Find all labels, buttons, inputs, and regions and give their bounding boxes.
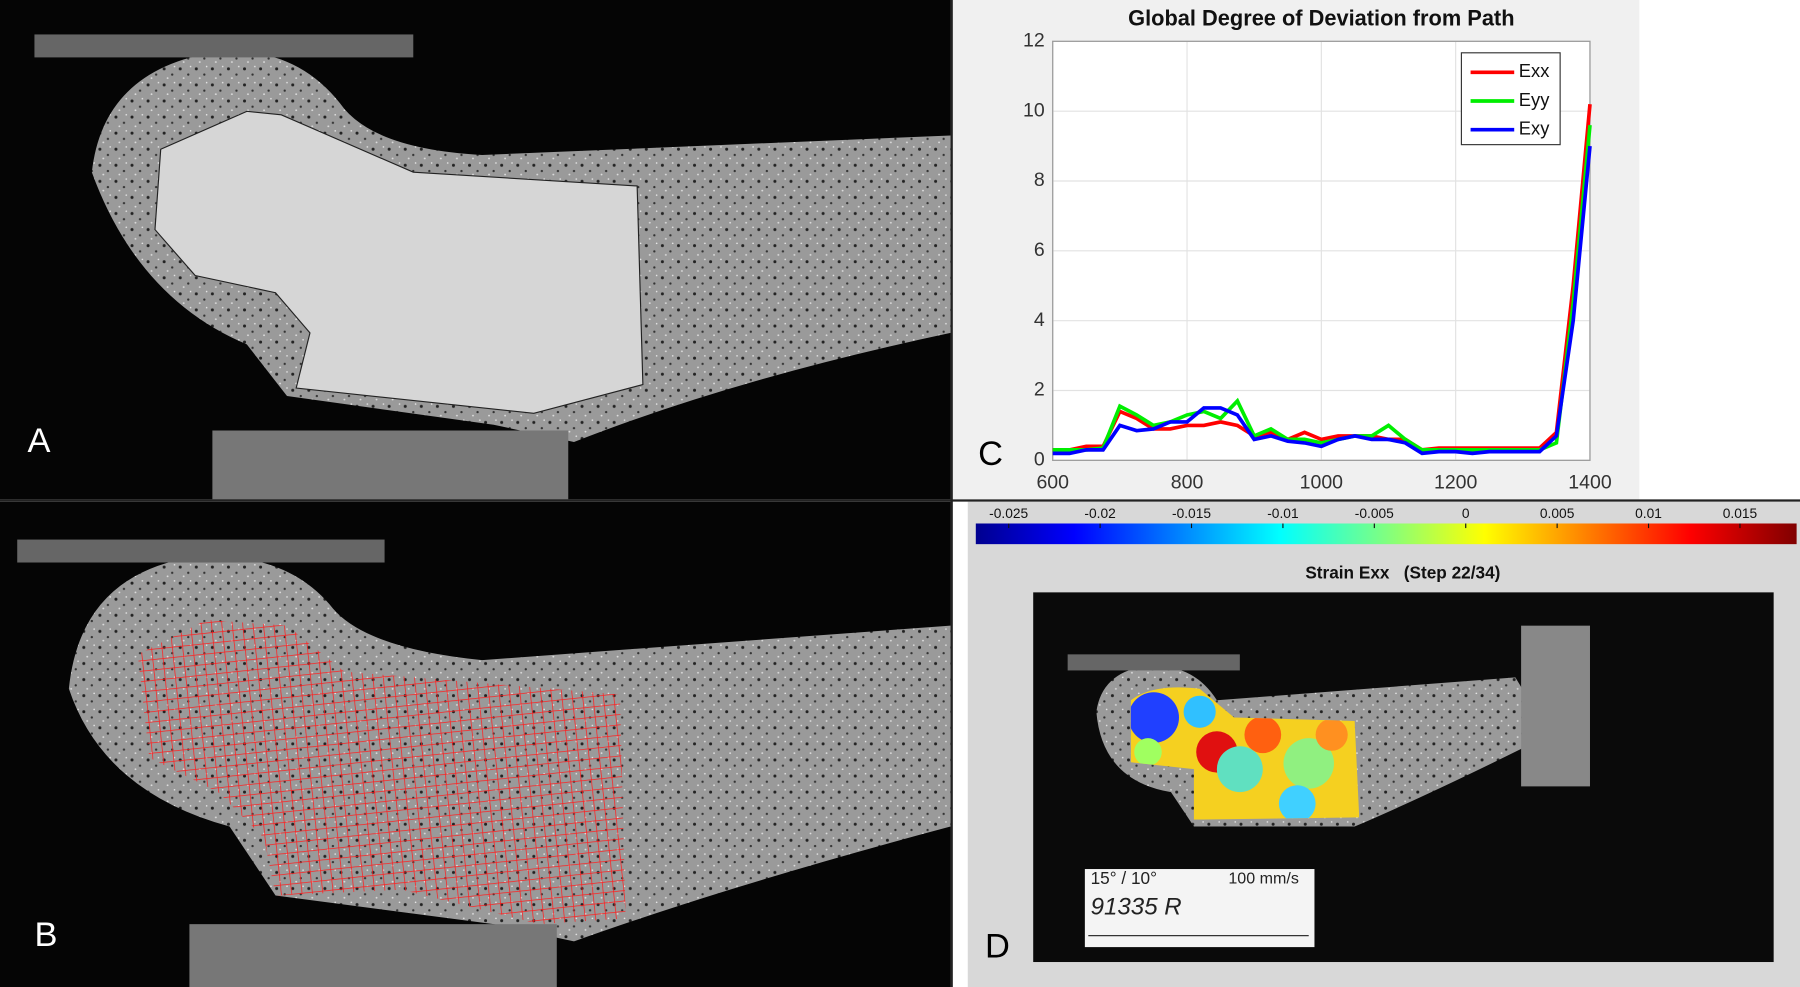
colorbar-tick-label: 0.01 xyxy=(1635,506,1662,521)
chart-title: Global Degree of Deviation from Path xyxy=(1128,5,1514,30)
y-tick-label: 2 xyxy=(1034,379,1045,401)
colorbar-tick-label: 0 xyxy=(1462,506,1470,521)
panel-label: D xyxy=(985,927,1010,965)
panel-label: A xyxy=(28,422,51,460)
colorbar-tick-label: 0.015 xyxy=(1723,506,1758,521)
specimen-angle: 15° / 10° xyxy=(1091,868,1157,888)
colorbar-tick-label: 0.005 xyxy=(1540,506,1575,521)
colorbar-tick-label: -0.005 xyxy=(1355,506,1394,521)
fixture xyxy=(17,539,385,563)
fixture xyxy=(1067,654,1240,671)
colorbar xyxy=(975,523,1797,545)
specimen-speed: 100 mm/s xyxy=(1228,870,1299,888)
fixture xyxy=(189,924,557,987)
y-tick-label: 12 xyxy=(1023,29,1045,51)
y-tick-label: 8 xyxy=(1034,169,1045,191)
legend-label: Exx xyxy=(1519,60,1550,81)
series-line xyxy=(1052,145,1592,456)
fixture xyxy=(1521,625,1590,787)
y-tick-label: 4 xyxy=(1034,309,1045,331)
y-tick-label: 10 xyxy=(1023,99,1045,121)
x-tick-label: 1400 xyxy=(1568,471,1612,493)
specimen-id: 91335 R xyxy=(1091,893,1182,920)
fixture xyxy=(212,430,569,500)
legend-label: Exy xyxy=(1519,118,1550,139)
x-tick-label: 1000 xyxy=(1300,471,1344,493)
colorbar-tick-label: -0.015 xyxy=(1172,506,1211,521)
specimen-label-card xyxy=(1084,869,1315,948)
x-tick-label: 600 xyxy=(1036,471,1069,493)
colorbar-tick-label: -0.025 xyxy=(989,506,1028,521)
legend-label: Eyy xyxy=(1519,89,1550,110)
axes-box xyxy=(1052,40,1591,461)
y-tick-label: 6 xyxy=(1034,239,1045,261)
colorbar-tick-label: -0.01 xyxy=(1267,506,1298,521)
map-title: Strain Exx (Step 22/34) xyxy=(1305,563,1500,583)
panel-label: B xyxy=(34,916,57,954)
y-tick-label: 0 xyxy=(1034,449,1045,471)
colorbar-tick-label: -0.02 xyxy=(1084,506,1115,521)
fixture xyxy=(34,34,414,58)
x-tick-label: 1200 xyxy=(1434,471,1478,493)
panel-label: C xyxy=(978,435,1003,473)
x-tick-label: 800 xyxy=(1171,471,1204,493)
roi xyxy=(154,110,644,414)
